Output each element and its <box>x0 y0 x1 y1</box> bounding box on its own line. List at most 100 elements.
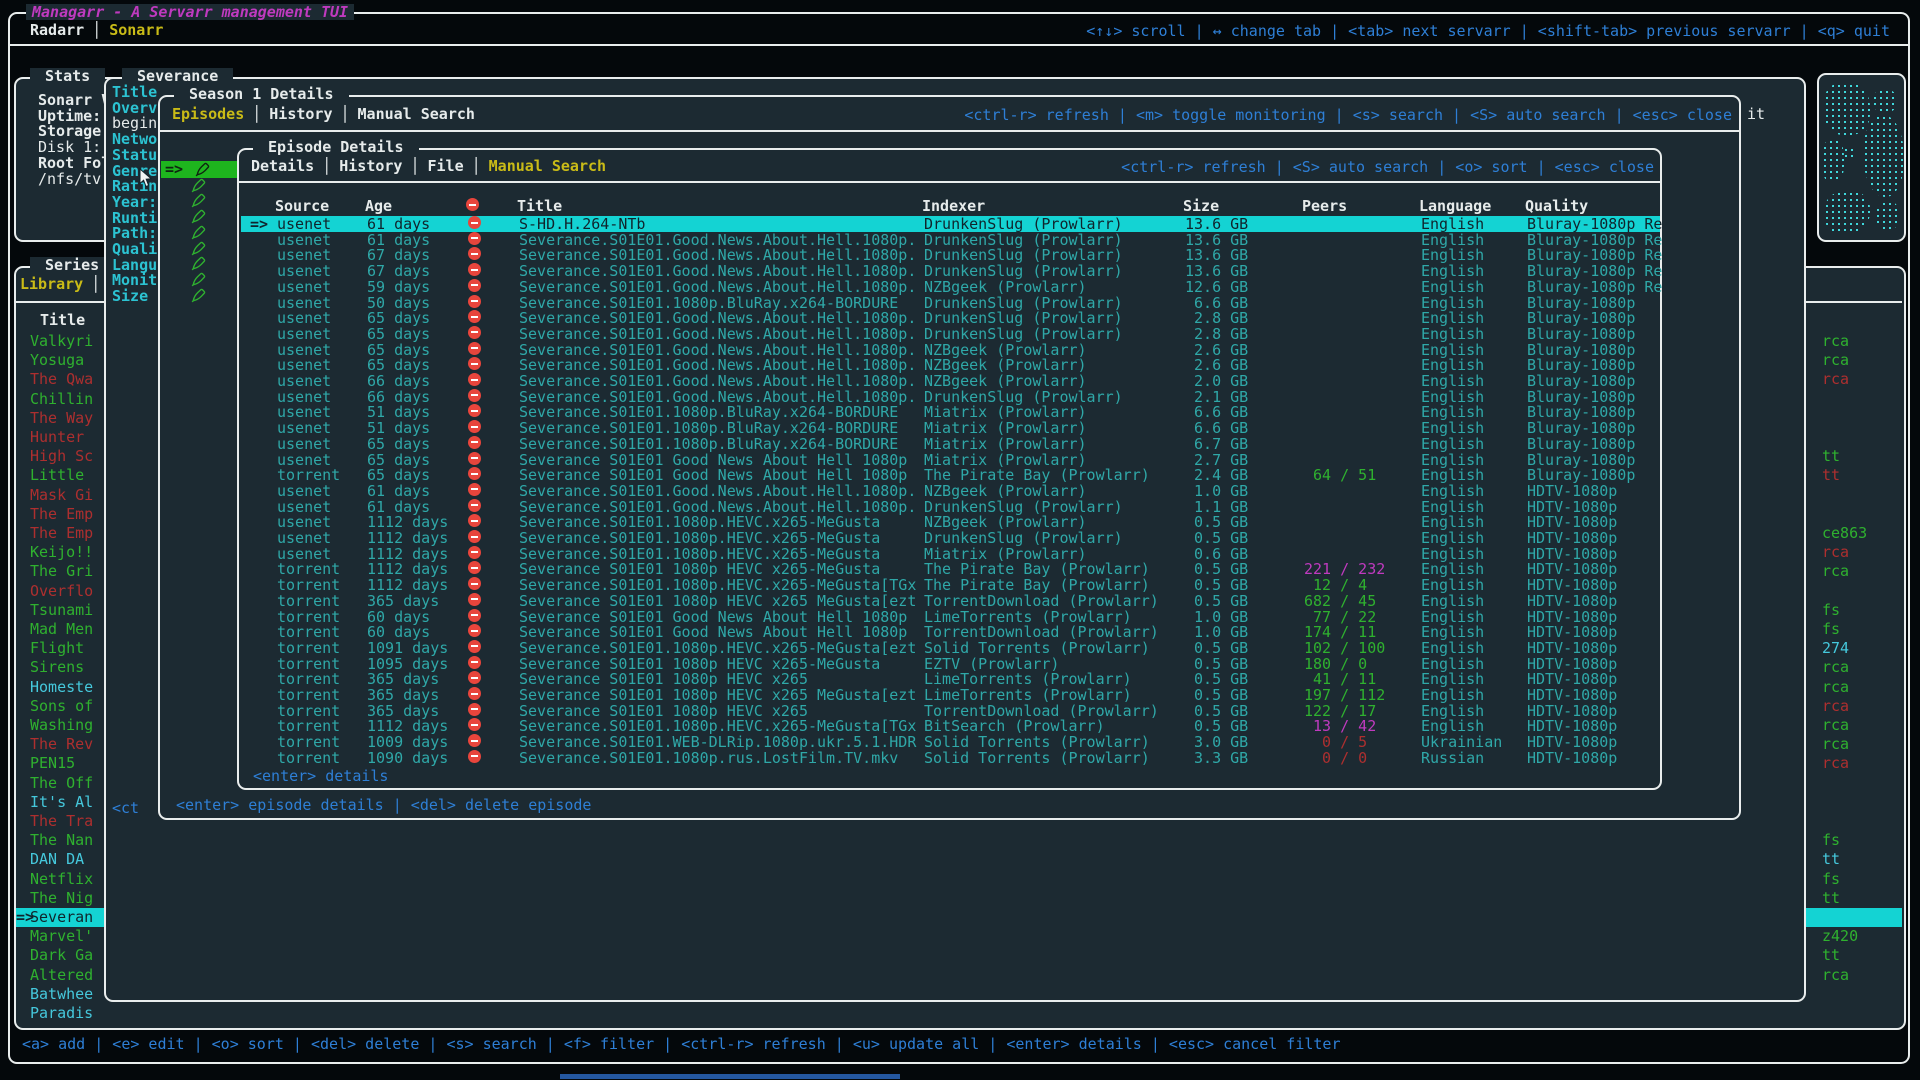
release-row[interactable]: torrent 365 days Severance S01E01 1080p HE… <box>241 702 1660 719</box>
release-row[interactable]: torrent 365 days Severance S01E01 1080p HE… <box>241 592 1660 609</box>
series-row[interactable]: The Nig tt <box>16 889 1902 908</box>
series-row[interactable]: PEN15 rca <box>16 754 1902 773</box>
series-row[interactable]: The Rev rca <box>16 735 1902 754</box>
series-row[interactable]: Sirens rca <box>16 658 1902 677</box>
series-row[interactable]: The Gri rca <box>16 562 1902 581</box>
release-row[interactable]: torrent 60 days Severance S01E01 Good News… <box>241 624 1660 640</box>
episode-row[interactable] <box>161 255 237 272</box>
cell-indexer: Miatrix (Prowlarr) <box>924 450 1087 469</box>
episode-row[interactable] <box>161 224 237 241</box>
tab-radarr[interactable]: Radarr <box>30 21 85 39</box>
rejection-icon <box>468 310 481 324</box>
series-row[interactable]: Mask Gi <box>16 486 1902 505</box>
release-row[interactable]: torrent 60 days Severance S01E01 Good News… <box>241 608 1660 625</box>
series-row[interactable]: Paradis <box>16 1004 1902 1023</box>
series-row[interactable]: The Nan fs <box>16 831 1902 850</box>
episode-row[interactable] <box>161 240 237 257</box>
release-row[interactable]: usenet 65 days Severance.S01E01.1080p.BluR… <box>241 435 1660 452</box>
series-row[interactable]: Sons of rca <box>16 697 1902 716</box>
series-row[interactable]: Flight 274 <box>16 639 1902 658</box>
episode-row[interactable] <box>161 208 237 225</box>
cell-size: 13.6 GB <box>1185 215 1249 233</box>
cell-language: English <box>1421 403 1485 422</box>
release-row[interactable]: usenet 51 days Severance.S01E01.1080p.BluR… <box>241 404 1660 420</box>
series-row[interactable]: Little tt <box>16 466 1902 485</box>
series-row[interactable]: Keijo!! rca <box>16 543 1902 562</box>
tab-episodes[interactable]: Episodes <box>172 105 245 123</box>
release-row[interactable]: usenet 61 days Severance.S01E01.Good.News.… <box>241 498 1660 515</box>
series-row[interactable]: Dark Ga tt <box>16 946 1902 965</box>
release-row[interactable]: usenet 65 days Severance.S01E01.Good.News.… <box>241 357 1660 373</box>
tab-history[interactable]: History <box>269 105 333 123</box>
release-row[interactable]: torrent 365 days Severance S01E01 1080p HE… <box>241 687 1660 703</box>
tab-sonarr[interactable]: Sonarr <box>109 21 164 39</box>
release-row[interactable]: usenet 66 days Severance.S01E01.Good.News.… <box>241 388 1660 405</box>
release-row[interactable]: torrent 1112 days Severance S01E01 1080p H… <box>241 561 1660 577</box>
release-row[interactable]: torrent 1112 days Severance.S01E01.1080p.H… <box>241 718 1660 734</box>
series-row[interactable]: Overflo <box>16 582 1902 601</box>
release-row[interactable]: usenet 65 days Severance.S01E01.Good.News.… <box>241 341 1660 358</box>
release-row[interactable]: usenet 1112 days Severance.S01E01.1080p.HE… <box>241 514 1660 530</box>
series-row[interactable]: DAN DA tt <box>16 850 1902 869</box>
series-row[interactable]: The Emp <box>16 505 1902 524</box>
release-row[interactable]: usenet 59 days Severance.S01E01.Good.News.… <box>241 277 1662 296</box>
episode-row[interactable] <box>161 192 237 209</box>
series-row[interactable]: Marvel' z420 <box>16 927 1902 946</box>
release-row[interactable]: usenet 51 days Severance.S01E01.1080p.BluR… <box>241 420 1660 436</box>
series-row[interactable]: It's Al <box>16 793 1902 812</box>
release-row[interactable]: => usenet 61 days S-HD.H.264-NTb DrunkenSlug… <box>241 215 1662 233</box>
release-row[interactable]: torrent 1095 days Severance S01E01 1080p H… <box>241 655 1660 672</box>
cell-quality: Bluray-1080p Re <box>1527 246 1663 265</box>
tab-history[interactable]: History <box>339 157 403 175</box>
series-field-label: Title <box>112 83 158 101</box>
tab-library[interactable]: Library <box>20 275 84 293</box>
series-row[interactable]: Valkyri rca <box>16 332 1902 351</box>
release-row[interactable]: torrent 1090 days Severance.S01E01.1080p.r… <box>241 749 1660 766</box>
series-row[interactable]: High Sc tt <box>16 447 1902 466</box>
series-row[interactable]: Netflix fs <box>16 870 1902 889</box>
episode-row[interactable]: => <box>161 161 237 178</box>
series-row[interactable]: Homeste rca <box>16 678 1902 697</box>
release-row[interactable]: torrent 1009 days Severance.S01E01.WEB-DLR… <box>241 734 1660 750</box>
release-row[interactable]: usenet 61 days Severance.S01E01.Good.News.… <box>241 482 1660 499</box>
release-row[interactable]: usenet 65 days Severance.S01E01.Good.News.… <box>241 325 1660 342</box>
release-row[interactable]: usenet 61 days Severance.S01E01.Good.News.… <box>241 231 1662 248</box>
series-row[interactable]: Yosuga rca <box>16 351 1902 370</box>
cell-title: Severance.S01E01.1080p.HEVC.x265-MeGusta <box>519 513 881 532</box>
tab-manual-search[interactable]: Manual Search <box>488 157 607 175</box>
tab-details[interactable]: Details <box>251 157 315 175</box>
series-row[interactable]: Batwhee <box>16 985 1902 1004</box>
terminal-scrollbar[interactable] <box>560 1074 900 1079</box>
release-row[interactable]: usenet 67 days Severance.S01E01.Good.News.… <box>241 263 1662 279</box>
episode-row[interactable] <box>161 271 237 288</box>
rejection-icon <box>468 530 481 543</box>
release-row[interactable]: usenet 65 days Severance.S01E01.Good.News.… <box>241 310 1660 326</box>
episode-row[interactable] <box>161 287 237 304</box>
release-row[interactable]: torrent 1112 days Severance.S01E01.1080p.H… <box>241 577 1660 593</box>
series-row[interactable]: Altered rca <box>16 966 1902 985</box>
series-row[interactable]: The Emp ce863 <box>16 524 1902 543</box>
series-row[interactable]: The Tra <box>16 812 1902 831</box>
release-row[interactable]: usenet 65 days Severance S01E01 Good News … <box>241 450 1660 469</box>
tab-file[interactable]: File <box>427 157 464 175</box>
series-row[interactable]: Washing rca <box>16 716 1902 735</box>
series-row[interactable]: The Qwa rca <box>16 370 1902 389</box>
series-row[interactable]: Chillin <box>16 390 1902 409</box>
release-row[interactable]: usenet 1112 days Severance.S01E01.1080p.HE… <box>241 545 1660 562</box>
episode-row[interactable] <box>161 177 237 194</box>
release-row[interactable]: usenet 66 days Severance.S01E01.Good.News.… <box>241 373 1660 389</box>
release-row[interactable]: torrent 1091 days Severance.S01E01.1080p.H… <box>241 639 1660 656</box>
release-row[interactable]: usenet 67 days Severance.S01E01.Good.News.… <box>241 246 1663 265</box>
release-row[interactable]: usenet 50 days Severance.S01E01.1080p.BluR… <box>241 294 1660 311</box>
series-row[interactable]: The Off <box>16 774 1902 793</box>
release-row[interactable]: usenet 1112 days Severance.S01E01.1080p.HE… <box>241 530 1660 546</box>
series-row[interactable]: Mad Men fs <box>16 620 1902 639</box>
cell-source: torrent <box>277 466 341 485</box>
tab-manual-search[interactable]: Manual Search <box>357 105 475 123</box>
series-row[interactable]: Hunter <box>16 428 1902 447</box>
series-row[interactable]: Tsunami fs <box>16 601 1902 620</box>
release-row[interactable]: torrent 65 days Severance S01E01 Good News… <box>241 467 1660 483</box>
series-row[interactable]: The Way <box>16 409 1902 428</box>
release-row[interactable]: torrent 365 days Severance S01E01 1080p HE… <box>241 671 1660 687</box>
cell-language: English <box>1421 277 1485 296</box>
